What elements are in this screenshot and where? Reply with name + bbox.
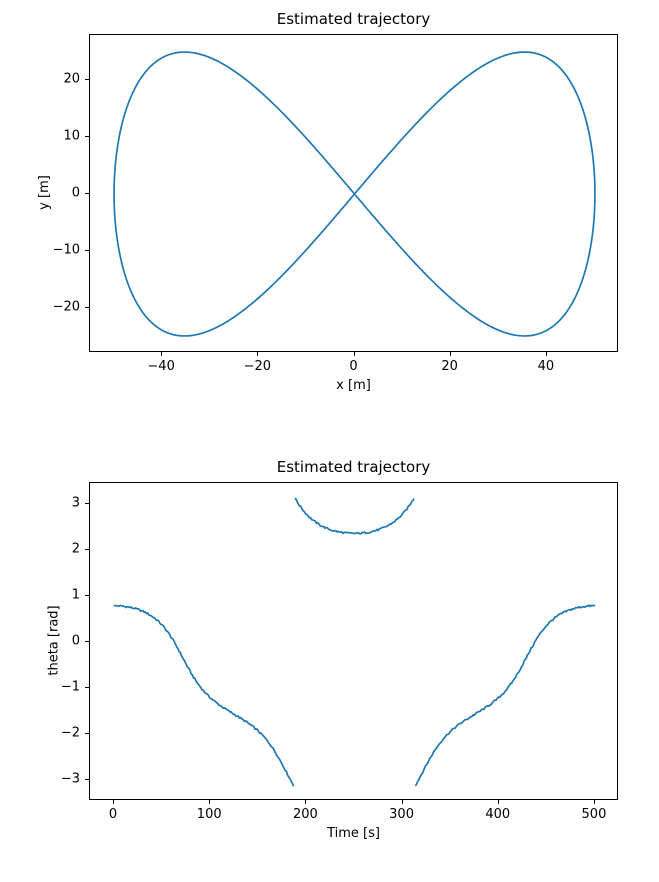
- chart2-ytick-label: 1: [72, 587, 80, 602]
- trajectory-theta-chart: [89, 482, 618, 800]
- chart2-xtick-label: 200: [293, 807, 318, 822]
- chart2-ytick-mark: [85, 733, 89, 734]
- chart1-ylabel: y [m]: [37, 175, 52, 210]
- chart2-ytick-mark: [85, 595, 89, 596]
- chart1-ytick-label: −20: [53, 299, 80, 314]
- chart2-xtick-label: 300: [389, 807, 414, 822]
- chart2-xlabel: Time [s]: [327, 826, 380, 841]
- chart1-xtick-mark: [161, 352, 162, 356]
- chart2-ylabel: theta [rad]: [47, 605, 62, 675]
- chart1-xtick-label: 40: [538, 359, 555, 374]
- chart1-xtick-label: 0: [349, 359, 357, 374]
- chart1-ytick-label: 0: [72, 186, 80, 201]
- chart2-xtick-mark: [209, 800, 210, 804]
- chart2-ytick-label: −2: [61, 726, 80, 741]
- trajectory-xy-plot-area: [90, 35, 619, 353]
- chart1-title: Estimated trajectory: [277, 10, 431, 28]
- chart2-ytick-label: 2: [72, 541, 80, 556]
- chart1-xlabel: x [m]: [336, 378, 371, 393]
- chart2-ytick-label: −3: [61, 772, 80, 787]
- chart1-ytick-label: 20: [63, 72, 80, 87]
- chart1-xtick-mark: [257, 352, 258, 356]
- chart1-ytick-mark: [85, 193, 89, 194]
- chart2-xtick-mark: [305, 800, 306, 804]
- chart1-ytick-mark: [85, 79, 89, 80]
- chart2-ytick-label: 3: [72, 495, 80, 510]
- chart1-xtick-mark: [354, 352, 355, 356]
- chart1-xtick-mark: [546, 352, 547, 356]
- chart2-ytick-mark: [85, 779, 89, 780]
- chart2-ytick-mark: [85, 549, 89, 550]
- chart1-ytick-mark: [85, 136, 89, 137]
- chart2-xtick-label: 100: [197, 807, 222, 822]
- chart1-ytick-label: −10: [53, 242, 80, 257]
- chart2-xtick-mark: [113, 800, 114, 804]
- chart1-xtick-label: −20: [244, 359, 271, 374]
- chart2-xtick-mark: [594, 800, 595, 804]
- chart1-ytick-mark: [85, 250, 89, 251]
- chart2-title: Estimated trajectory: [277, 458, 431, 476]
- trajectory-xy-chart: [89, 34, 618, 352]
- trajectory-theta-plot-area: [90, 483, 619, 801]
- figure: Estimated trajectory x [m] y [m] Estimat…: [0, 0, 659, 882]
- chart1-ytick-label: 10: [63, 129, 80, 144]
- chart2-xtick-mark: [498, 800, 499, 804]
- chart2-xtick-mark: [402, 800, 403, 804]
- chart2-xtick-label: 400: [485, 807, 510, 822]
- chart2-xtick-label: 0: [109, 807, 117, 822]
- chart2-xtick-label: 500: [582, 807, 607, 822]
- chart2-ytick-label: 0: [72, 634, 80, 649]
- chart1-xtick-mark: [450, 352, 451, 356]
- chart1-xtick-label: −40: [147, 359, 174, 374]
- chart2-ytick-label: −1: [61, 680, 80, 695]
- chart1-ytick-mark: [85, 307, 89, 308]
- chart2-ytick-mark: [85, 641, 89, 642]
- chart1-xtick-label: 20: [441, 359, 458, 374]
- chart2-ytick-mark: [85, 503, 89, 504]
- chart2-ytick-mark: [85, 687, 89, 688]
